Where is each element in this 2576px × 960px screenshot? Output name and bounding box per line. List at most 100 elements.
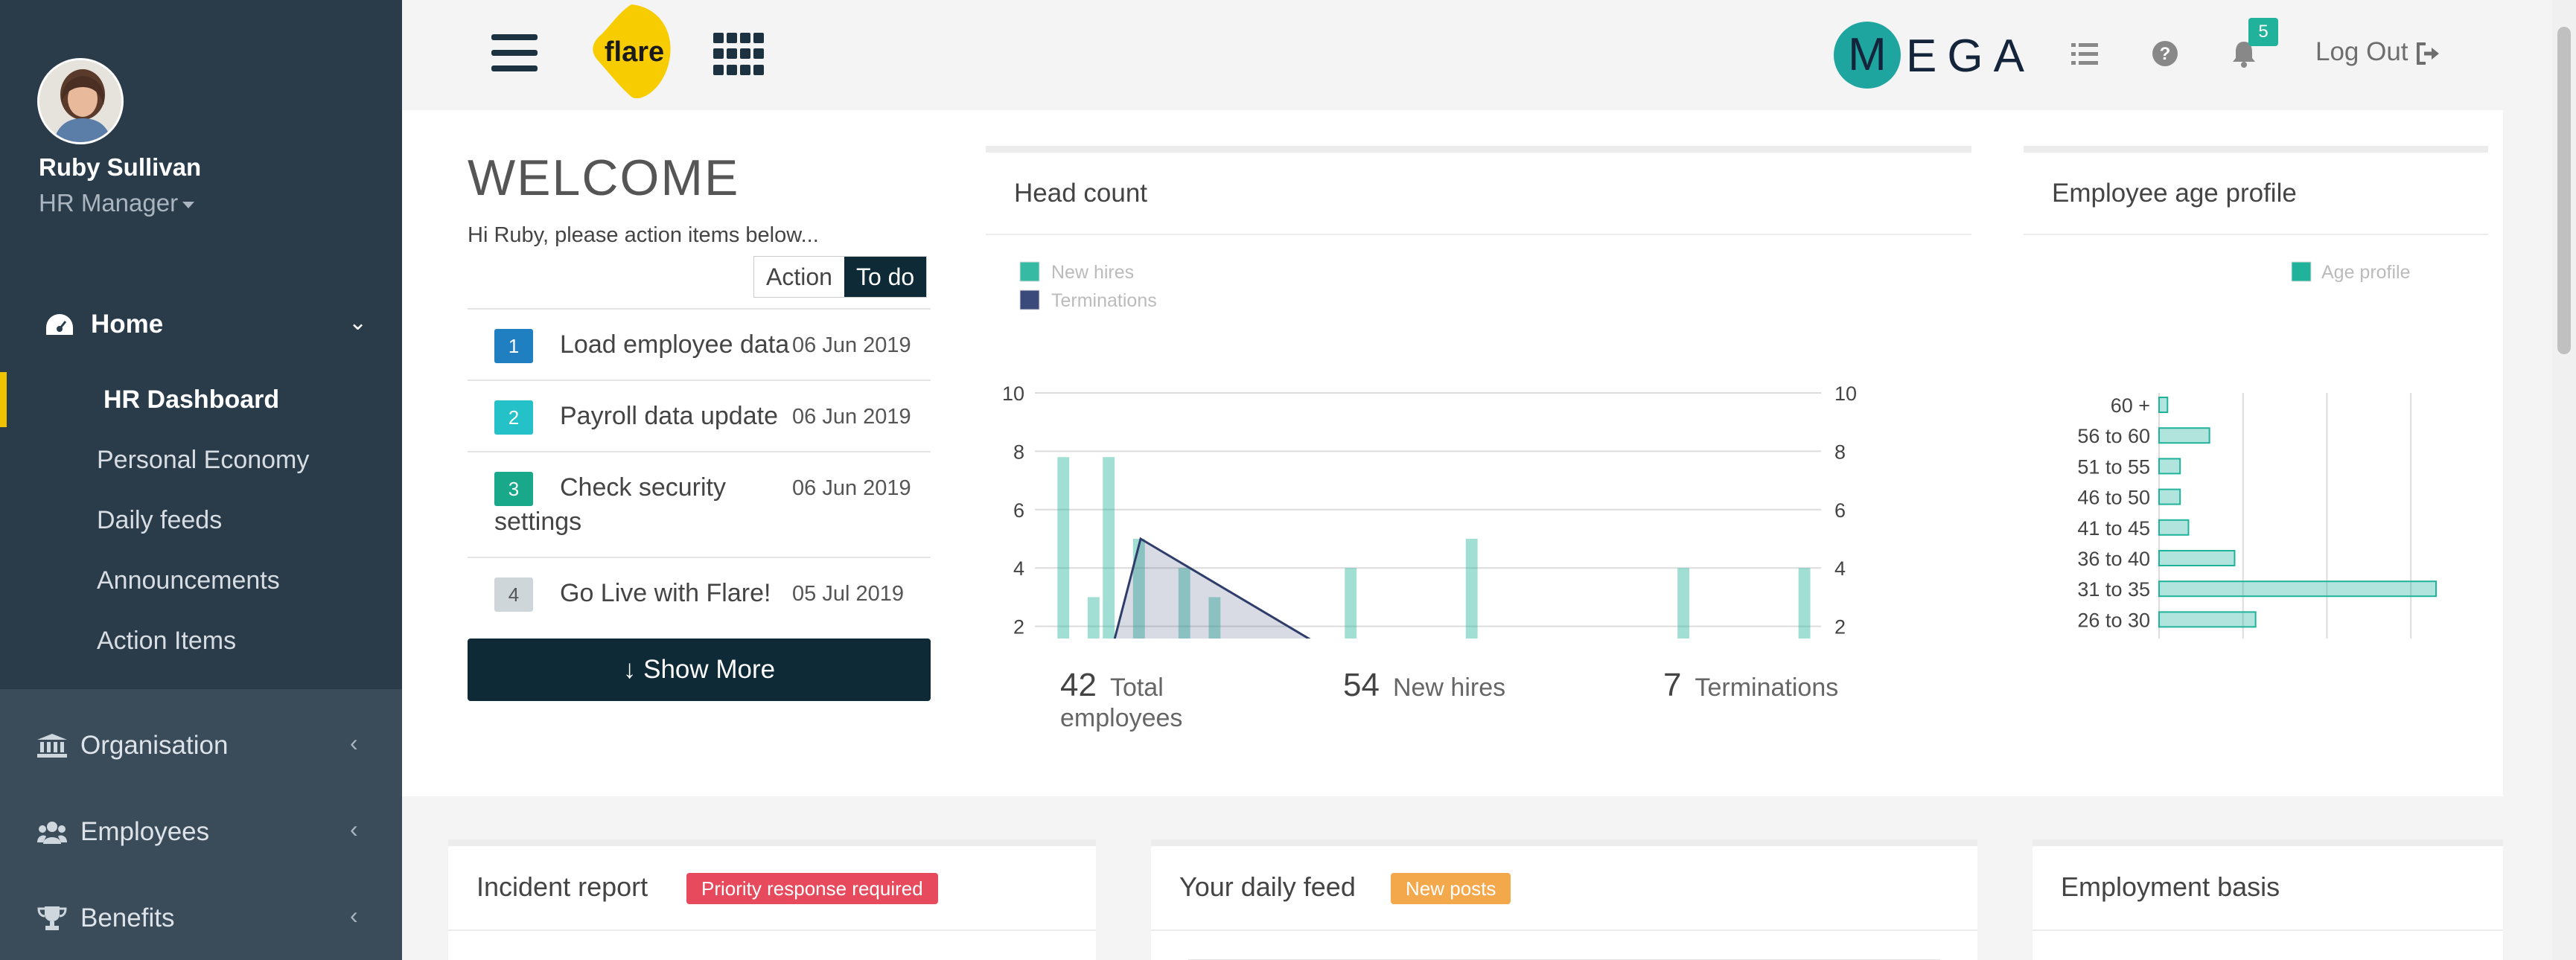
priority-badge: Priority response required [686, 873, 938, 904]
new-hires-bar [1057, 457, 1070, 639]
sidebar-group-label: Organisation [80, 731, 229, 760]
svg-text:EGA: EGA [1906, 31, 2035, 82]
new-hires-bar [1465, 539, 1478, 639]
y2-tick-label: 4 [1834, 557, 1846, 580]
top-bar: flare M EGA ? 5 Log Out [402, 0, 2576, 110]
y-tick-label: 26 to 30 [2077, 609, 2150, 631]
todo-number: 1 [494, 329, 533, 363]
apps-grid-icon[interactable] [713, 33, 764, 77]
todo-title: Payroll data update [560, 402, 778, 430]
svg-text:flare: flare [605, 36, 664, 68]
flare-logo[interactable]: flare [587, 4, 682, 100]
age-bar [2158, 550, 2236, 566]
new-hires-bar [1103, 457, 1115, 639]
bank-icon [37, 734, 67, 758]
toggle-action[interactable]: Action [754, 257, 844, 297]
todo-number: 3 [494, 472, 533, 506]
age-bar [2158, 458, 2181, 475]
legend-swatch-new-hires [1019, 261, 1040, 282]
todo-title: Load employee data [560, 330, 790, 359]
logout-button[interactable]: Log Out [2315, 37, 2440, 67]
head-count-chart: 00224466881010Aug16Aug31Sep 15Sep 30Oct … [1002, 261, 1857, 639]
sidebar-item-home-label: Home [91, 310, 164, 339]
help-icon[interactable]: ? [2150, 39, 2180, 68]
sidebar-item-label: Daily feeds [97, 506, 223, 534]
todo-item[interactable]: 4 Go Live with Flare! 05 Jul 2019 [468, 557, 931, 628]
legend-swatch-terminations [1019, 289, 1040, 310]
caret-down-icon [182, 201, 195, 208]
y-tick-label: 36 to 40 [2077, 548, 2150, 570]
sidebar-item-label: Action Items [97, 627, 237, 655]
dashboard-icon [46, 314, 73, 335]
age-bar [2158, 519, 2190, 536]
page-scrollbar[interactable] [2552, 0, 2576, 960]
daily-feed-title: Your daily feed [1179, 871, 1356, 902]
todo-title-line1: Check security [560, 473, 726, 502]
sidebar-item-label: Announcements [97, 566, 280, 595]
stat-value: 54 [1343, 667, 1380, 703]
todo-title-line2: settings [494, 508, 582, 536]
chevron-left-icon: ‹ [350, 729, 358, 756]
sidebar-group-label: Employees [80, 817, 210, 846]
new-hires-bar [1132, 539, 1145, 639]
y2-tick-label: 6 [1834, 499, 1846, 522]
age-bar [2158, 397, 2169, 413]
todo-item[interactable]: 1 Load employee data 06 Jun 2019 [468, 308, 931, 380]
sidebar-item-organisation[interactable]: Organisation ‹ [0, 716, 402, 775]
sidebar-item-daily-feeds[interactable]: Daily feeds [0, 493, 402, 548]
age-profile-header [2024, 146, 2488, 235]
show-more-button[interactable]: ↓ Show More [468, 639, 931, 701]
daily-feed-card: Your daily feed New posts [1151, 839, 1977, 960]
user-name: Ruby Sullivan [39, 153, 202, 181]
stat-label: New hires [1392, 673, 1506, 702]
avatar[interactable] [37, 58, 124, 144]
new-hires-bar [1798, 568, 1811, 639]
todo-item[interactable]: 3 Check security settings 06 Jun 2019 [468, 451, 931, 557]
y-tick-label: 56 to 60 [2077, 425, 2150, 447]
user-role-dropdown[interactable]: HR Manager [39, 189, 195, 217]
todo-item[interactable]: 2 Payroll data update 06 Jun 2019 [468, 380, 931, 451]
y-tick-label: 10 [1002, 383, 1024, 405]
toggle-todo[interactable]: To do [844, 257, 927, 297]
todo-date: 06 Jun 2019 [792, 333, 911, 357]
todo-list: 1 Load employee data 06 Jun 2019 2 Payro… [468, 308, 931, 628]
stat-new-hires: 54 New hires [1343, 667, 1505, 704]
hamburger-menu-icon[interactable] [491, 34, 538, 76]
show-more-label: Show More [643, 655, 776, 684]
logout-label: Log Out [2315, 37, 2408, 66]
divider [1151, 929, 1977, 931]
sidebar-item-employees[interactable]: Employees ‹ [0, 802, 402, 862]
age-profile-title: Employee age profile [2052, 179, 2297, 208]
sidebar-group-label: Benefits [80, 903, 175, 932]
todo-number: 4 [494, 577, 533, 612]
sidebar-item-home[interactable]: Home ⌄ [0, 298, 402, 353]
bell-icon[interactable] [2229, 39, 2259, 68]
head-count-title: Head count [1014, 179, 1148, 208]
age-bar [2158, 580, 2437, 598]
scrollbar-thumb[interactable] [2557, 27, 2571, 354]
sidebar-item-announcements[interactable]: Announcements [0, 553, 402, 608]
y-tick-label: 31 to 35 [2077, 578, 2150, 601]
incident-report-card: Incident report Priority response requir… [448, 839, 1096, 960]
sidebar-item-benefits[interactable]: Benefits ‹ [0, 889, 402, 948]
todo-date: 06 Jun 2019 [792, 476, 911, 500]
sidebar-item-personal-economy[interactable]: Personal Economy [0, 432, 402, 487]
dashboard-top-card: WELCOME Hi Ruby, please action items bel… [402, 110, 2503, 796]
todo-date: 06 Jun 2019 [792, 405, 911, 429]
y2-tick-label: 2 [1834, 616, 1846, 639]
legend-label: Age profile [2321, 262, 2411, 283]
list-icon[interactable] [2070, 39, 2100, 68]
sidebar: Ruby Sullivan HR Manager Home ⌄ HR Dashb… [0, 0, 402, 960]
divider [2033, 929, 2503, 931]
welcome-subtitle: Hi Ruby, please action items below... [468, 223, 819, 247]
y2-tick-label: 8 [1834, 441, 1846, 463]
new-posts-badge: New posts [1391, 873, 1511, 904]
mega-logo: M EGA [1834, 22, 2035, 89]
y-tick-label: 51 to 55 [2077, 455, 2150, 478]
sidebar-item-action-items[interactable]: Action Items [0, 613, 402, 668]
y-tick-label: 60 + [2111, 394, 2150, 417]
employment-basis-card: Employment basis [2033, 839, 2503, 960]
sidebar-item-hr-dashboard[interactable]: HR Dashboard [0, 372, 402, 427]
svg-text:?: ? [2160, 44, 2171, 64]
todo-date: 05 Jul 2019 [792, 582, 904, 606]
